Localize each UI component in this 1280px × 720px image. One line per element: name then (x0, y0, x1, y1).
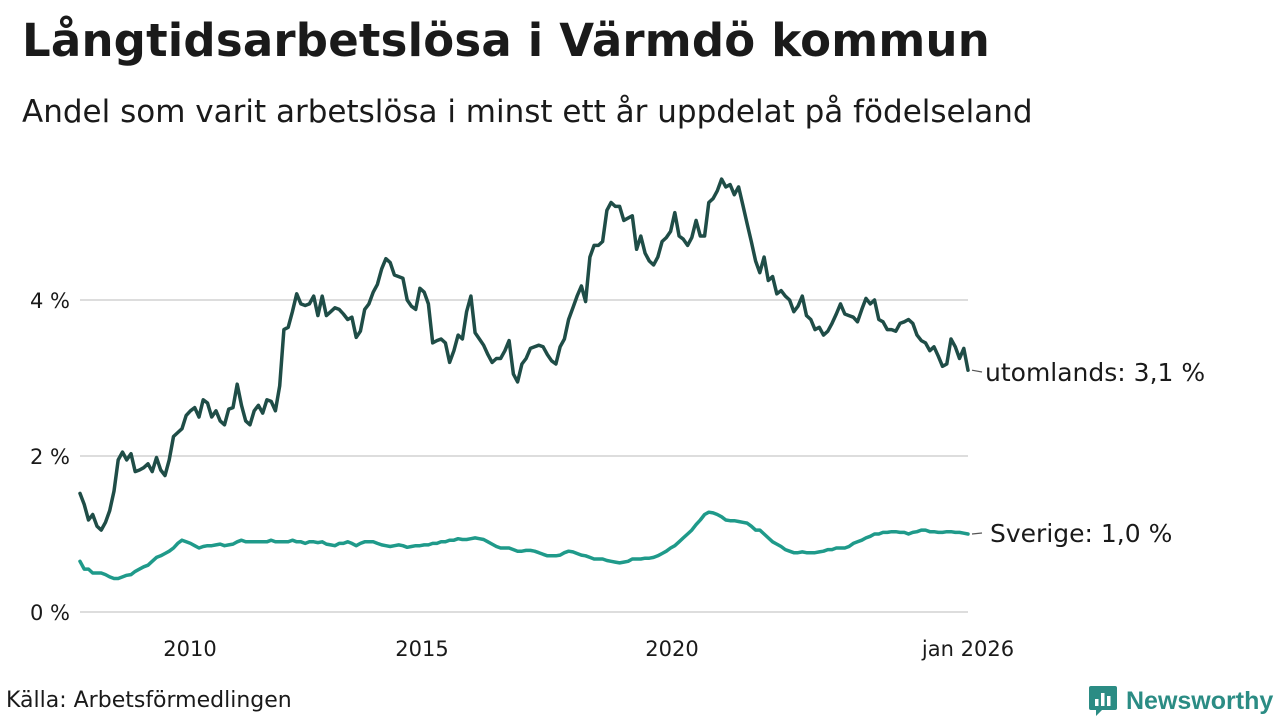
y-axis-ticks: 0 % 2 % 4 % (30, 289, 70, 625)
x-tick-label: 2015 (395, 637, 448, 661)
y-tick-label: 4 % (30, 289, 70, 313)
series-end-labels: utomlands: 3,1 % Sverige: 1,0 % (971, 358, 1205, 548)
chart-subtitle: Andel som varit arbetslösa i minst ett å… (22, 94, 1033, 130)
y-tick-label: 0 % (30, 601, 70, 625)
end-label-leader (971, 532, 983, 535)
x-tick-label: 2020 (645, 637, 698, 661)
gridlines (80, 299, 968, 613)
end-label-leader (971, 369, 983, 373)
x-tick-label: 2010 (163, 637, 216, 661)
y-tick-label: 2 % (30, 445, 70, 469)
end-label-utomlands: utomlands: 3,1 % (985, 358, 1205, 387)
newsworthy-logo-text: Newsworthy (1126, 686, 1274, 715)
end-label-sverige: Sverige: 1,0 % (990, 519, 1172, 548)
x-tick-label: jan 2026 (921, 637, 1014, 661)
series-line-utomlands (78, 177, 970, 532)
newsworthy-logo[interactable]: Newsworthy (1088, 684, 1273, 718)
series-lines (78, 177, 970, 581)
chart-title: Långtidsarbetslösa i Värmdö kommun (22, 14, 990, 67)
newsworthy-logo-icon (1089, 686, 1117, 716)
source-note: Källa: Arbetsförmedlingen (6, 688, 292, 713)
x-axis-ticks: 2010 2015 2020 jan 2026 (163, 637, 1014, 661)
series-line-sverige (78, 510, 970, 581)
